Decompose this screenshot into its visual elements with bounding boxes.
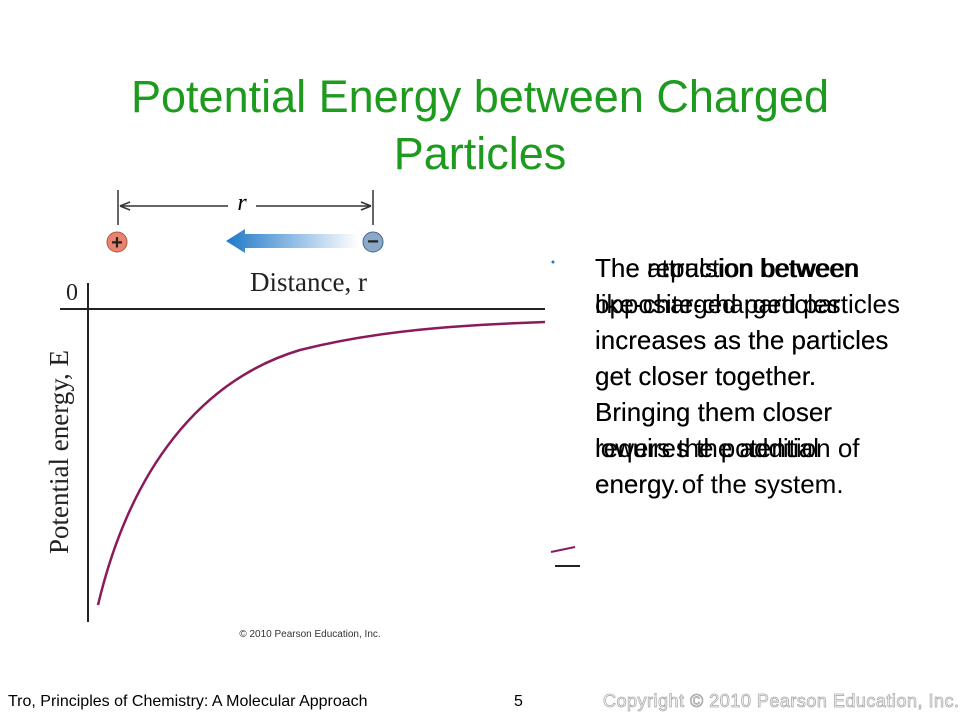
repulsion-text: The repulsion between like-charged parti… <box>595 253 889 499</box>
minus-sign: − <box>367 231 379 253</box>
figure-credit: © 2010 Pearson Education, Inc. <box>239 629 380 640</box>
distance-symbol: r <box>237 190 247 216</box>
zero-label: 0 <box>66 280 78 306</box>
attraction-text: The attraction between opposite-charged … <box>595 253 900 499</box>
footer-source: Tro, Principles of Chemistry: A Molecula… <box>8 693 368 710</box>
legend-mark <box>550 546 576 553</box>
y-axis-label: Potential energy, E <box>44 350 74 554</box>
x-axis-label: Distance, r <box>250 267 367 297</box>
motion-arrow <box>226 229 358 253</box>
dim-arrowheads <box>119 201 372 211</box>
footer-copyright: Copyright © 2010 Pearson Education, Inc. <box>603 691 960 712</box>
bullet <box>551 260 555 264</box>
page-number: 5 <box>514 693 523 710</box>
positive-charge <box>106 231 128 253</box>
energy-curve <box>96 320 546 606</box>
negative-charge <box>362 231 384 253</box>
plus-sign: + <box>111 232 123 254</box>
slide-title: Potential Energy between Charged Particl… <box>131 71 829 179</box>
